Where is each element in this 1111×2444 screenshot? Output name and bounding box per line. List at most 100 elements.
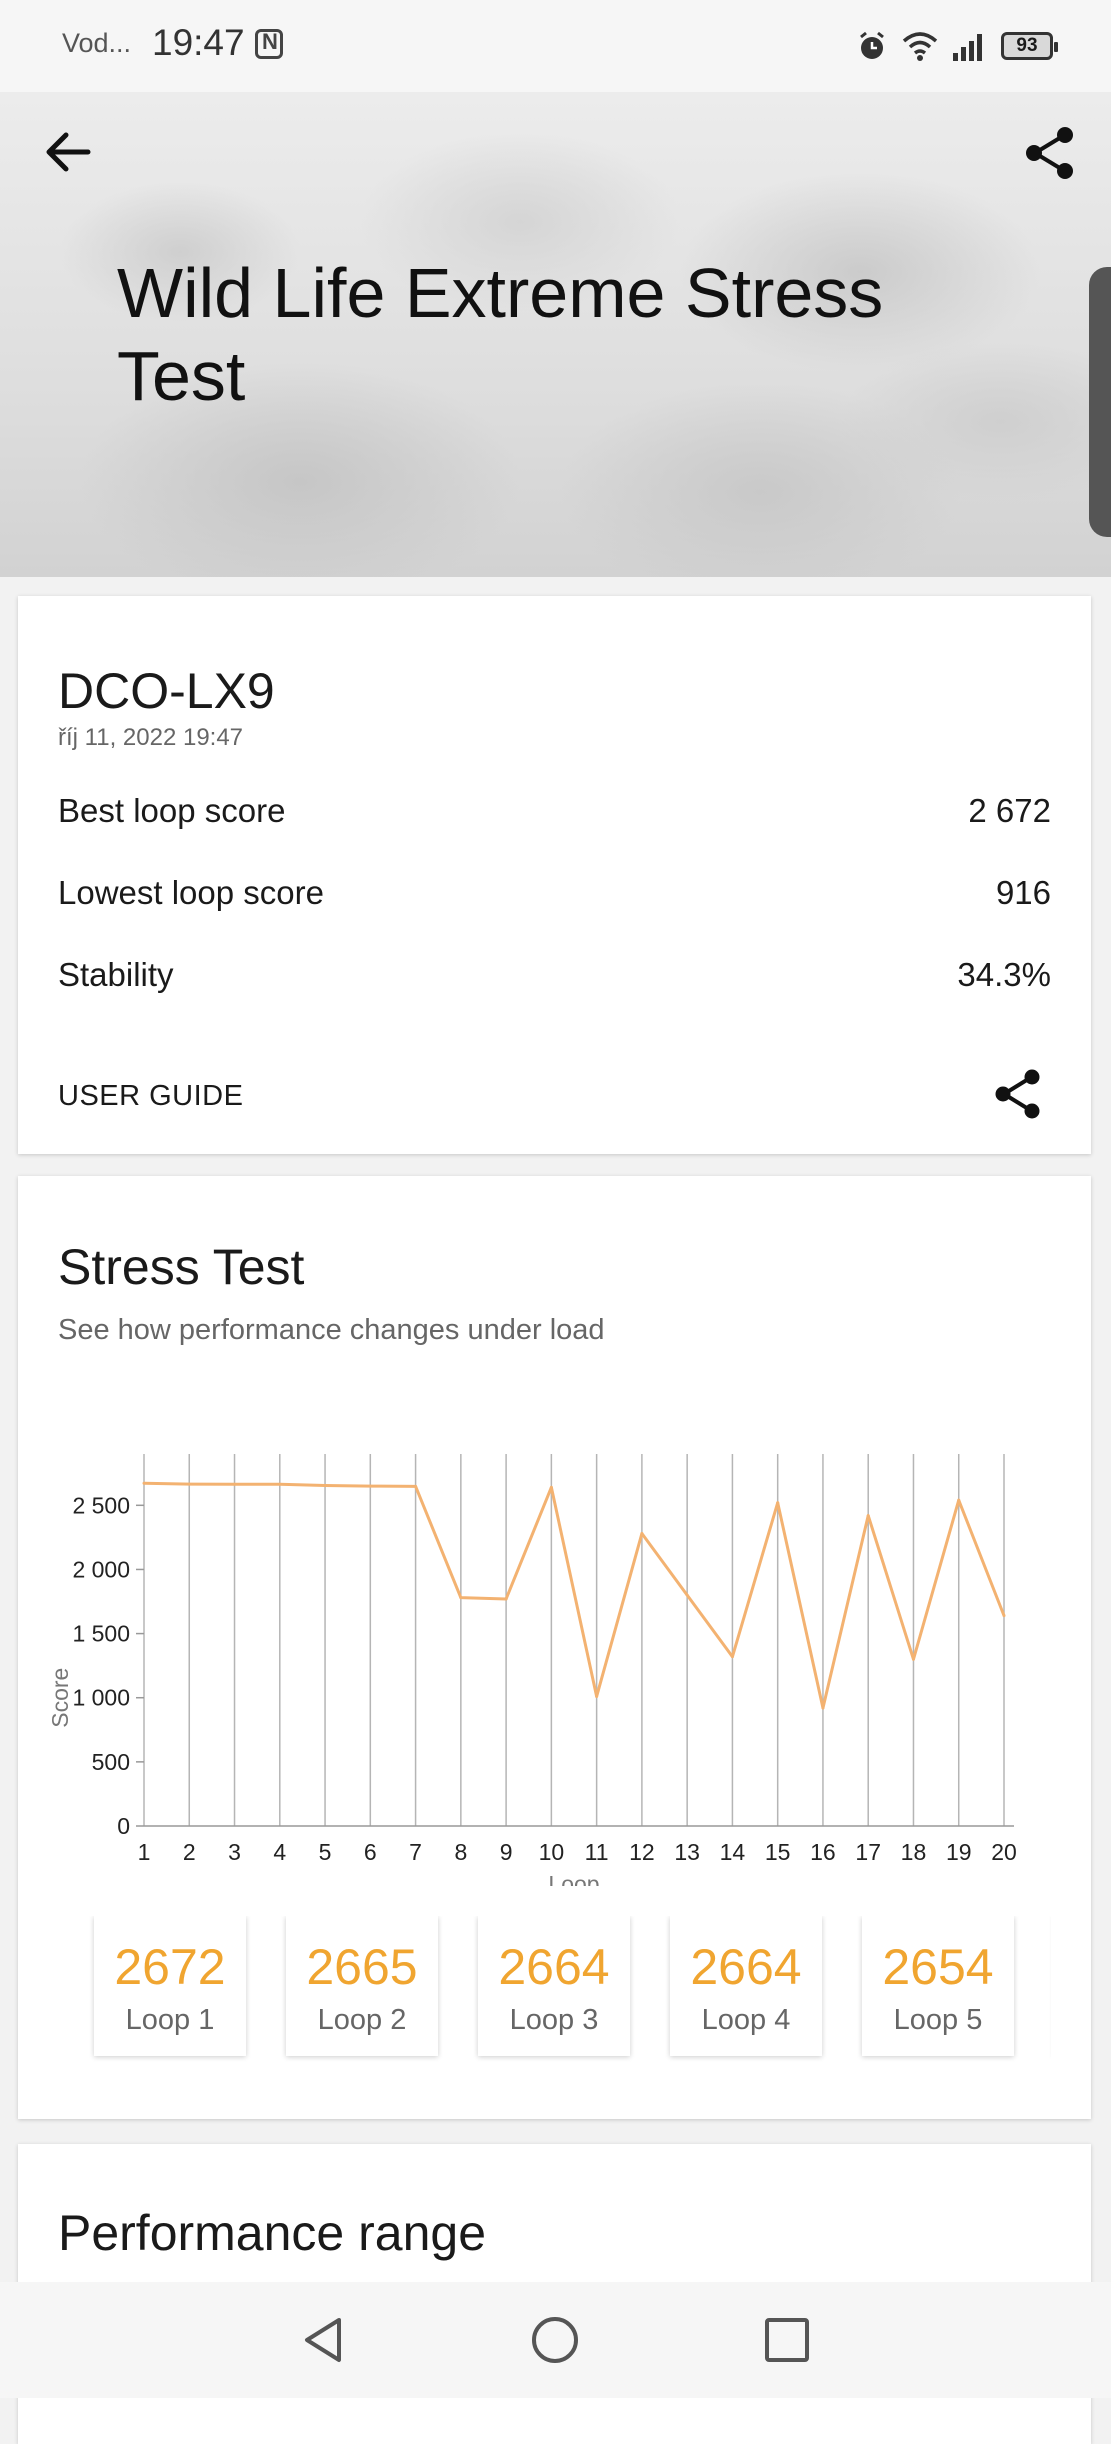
status-bar: Vod... 19:47 93: [0, 0, 1111, 92]
header-banner: Wild Life Extreme Stress Test: [0, 92, 1111, 577]
x-tick-label: 20: [991, 1839, 1017, 1865]
nav-recents-icon[interactable]: [759, 2312, 815, 2368]
nav-back-icon[interactable]: [295, 2312, 351, 2368]
device-name: DCO-LX9: [58, 663, 275, 719]
section-title: Performance range: [58, 2205, 487, 2261]
data-point: [911, 1657, 915, 1661]
x-tick-label: 9: [500, 1839, 513, 1865]
loop-score: 2664: [690, 1939, 802, 1995]
wifi-icon: [902, 32, 938, 61]
loop-tile[interactable]: 2664 Loop 4: [670, 1916, 822, 2056]
data-point: [685, 1593, 689, 1597]
loop-label: Loop 3: [509, 2004, 599, 2036]
data-point: [459, 1596, 463, 1600]
data-point: [821, 1706, 825, 1710]
signal-icon: [953, 34, 982, 61]
loop-label: Loop 2: [317, 2004, 407, 2036]
data-point: [866, 1514, 870, 1518]
alarm-icon: [860, 31, 884, 59]
y-tick-label: 2 000: [72, 1556, 130, 1582]
data-point: [640, 1532, 644, 1536]
navigation-bar: [0, 2282, 1111, 2398]
result-summary-card: DCO-LX9 říj 11, 2022 19:47 Best loop sco…: [18, 596, 1091, 1154]
row-label: Lowest loop score: [58, 874, 324, 911]
data-point: [595, 1694, 599, 1698]
loop-tile[interactable]: 2665 Loop 2: [286, 1916, 438, 2056]
x-tick-label: 15: [765, 1839, 791, 1865]
data-point: [323, 1484, 327, 1488]
side-handle[interactable]: [1089, 267, 1111, 537]
section-subtitle: See how performance changes under load: [58, 1314, 605, 1346]
loop-tile[interactable]: 2654 Loop 5: [862, 1916, 1014, 2056]
x-tick-label: 3: [228, 1839, 241, 1865]
x-tick-label: 12: [629, 1839, 655, 1865]
loop-score: 2654: [882, 1939, 994, 1995]
stress-test-card: Stress Test See how performance changes …: [18, 1176, 1091, 2119]
status-icons: 93: [855, 26, 1058, 66]
data-point: [776, 1501, 780, 1505]
row-value: 2 672: [968, 792, 1051, 829]
x-tick-label: 5: [319, 1839, 332, 1865]
loop-tile[interactable]: 2672 Loop 1: [94, 1916, 246, 2056]
y-tick-label: 1 500: [72, 1621, 130, 1647]
share-icon[interactable]: [990, 1066, 1046, 1122]
user-guide-link[interactable]: USER GUIDE: [58, 1080, 244, 1112]
loop-tile[interactable]: 2664 Loop 3: [478, 1916, 630, 2056]
data-point: [549, 1485, 553, 1489]
stability-row: Stability 34.3%: [58, 956, 1051, 1006]
y-tick-label: 2 500: [72, 1492, 130, 1518]
data-point: [1002, 1614, 1006, 1618]
x-tick-label: 13: [674, 1839, 700, 1865]
best-loop-row: Best loop score 2 672: [58, 792, 1051, 842]
x-tick-label: 14: [720, 1839, 746, 1865]
data-point: [730, 1655, 734, 1659]
back-arrow-icon[interactable]: [38, 122, 98, 182]
data-point: [504, 1597, 508, 1601]
page-title: Wild Life Extreme Stress Test: [117, 254, 884, 415]
share-icon[interactable]: [1019, 122, 1081, 184]
lowest-loop-row: Lowest loop score 916: [58, 874, 1051, 924]
loop-scores-list[interactable]: 2672 Loop 1 2665 Loop 2 2664 Loop 3 2664…: [58, 1916, 1051, 2066]
x-tick-label: 18: [901, 1839, 927, 1865]
battery-level: 93: [1016, 35, 1038, 56]
data-point: [278, 1482, 282, 1486]
data-point: [957, 1498, 961, 1502]
x-tick-label: 7: [409, 1839, 422, 1865]
data-point: [142, 1481, 146, 1485]
x-tick-label: 2: [183, 1839, 196, 1865]
x-tick-label: 10: [539, 1839, 565, 1865]
row-label: Best loop score: [58, 792, 286, 829]
y-axis-label: Score: [47, 1668, 73, 1728]
loop-label: Loop 1: [125, 2004, 215, 2036]
loop-score: 2665: [306, 1939, 418, 1995]
y-tick-label: 500: [92, 1749, 130, 1775]
data-point: [368, 1484, 372, 1488]
series-line: [143, 1481, 1006, 1710]
x-tick-label: 17: [855, 1839, 881, 1865]
loop-label: Loop 5: [893, 2004, 983, 2036]
nfc-icon: [255, 29, 283, 59]
row-value: 916: [995, 874, 1051, 911]
row-value: 34.3%: [957, 956, 1051, 993]
section-title: Stress Test: [58, 1239, 305, 1295]
x-tick-label: 4: [273, 1839, 286, 1865]
y-tick-label: 1 000: [72, 1685, 130, 1711]
y-tick-label: 0: [117, 1813, 130, 1839]
row-label: Stability: [58, 956, 174, 993]
x-tick-label: 8: [454, 1839, 467, 1865]
x-tick-label: 19: [946, 1839, 972, 1865]
nav-home-icon[interactable]: [527, 2312, 583, 2368]
data-point: [233, 1482, 237, 1486]
data-point: [187, 1482, 191, 1486]
data-point: [414, 1484, 418, 1488]
clock: 19:47: [152, 22, 245, 63]
loop-score: 2672: [114, 1939, 226, 1995]
test-date: říj 11, 2022 19:47: [58, 724, 244, 751]
x-tick-label: 16: [810, 1839, 836, 1865]
loop-label: Loop 4: [701, 2004, 791, 2036]
loop-score: 2664: [498, 1939, 610, 1995]
carrier-name: Vod...: [62, 28, 132, 58]
x-tick-label: 11: [585, 1839, 609, 1865]
x-axis-label: Loop: [548, 1871, 599, 1886]
